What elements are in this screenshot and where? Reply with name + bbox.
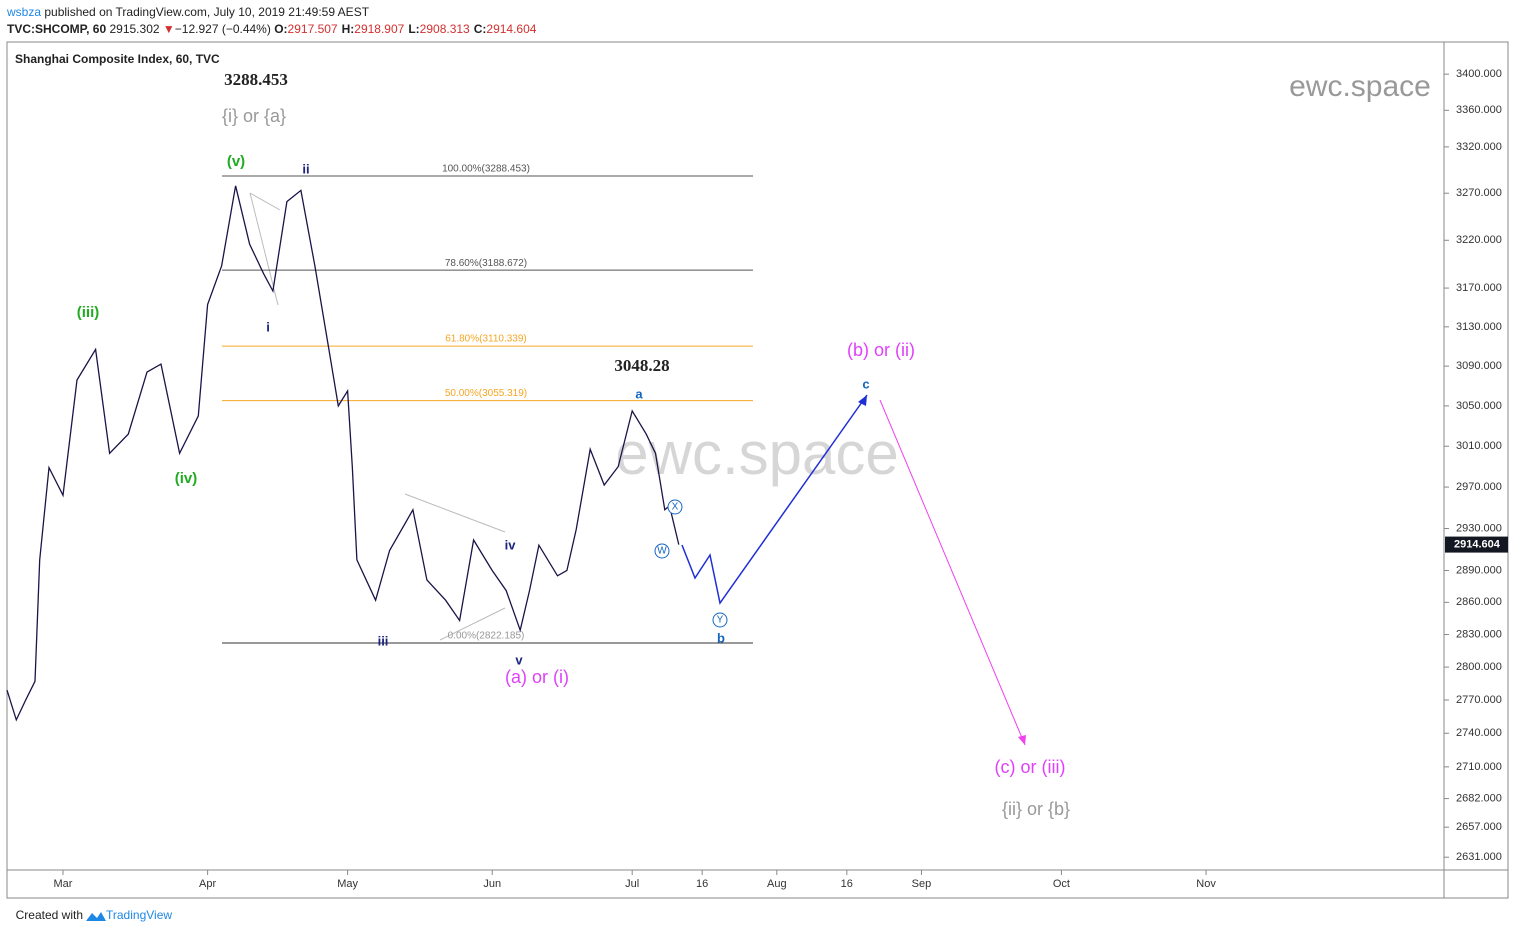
y-tick-label: 3170.000 [1456, 282, 1502, 294]
y-tick-label: 2770.000 [1456, 694, 1502, 706]
annotation: X [672, 502, 679, 513]
annotation: (iv) [175, 470, 198, 487]
y-tick-label: 3090.000 [1456, 360, 1502, 372]
y-tick-label: 3010.000 [1456, 440, 1502, 452]
ohlc-value: 2917.507 [287, 22, 338, 36]
annotation-circle [654, 543, 670, 559]
y-tick-label: 2860.000 [1456, 596, 1502, 608]
x-tick-label: Jun [483, 878, 501, 890]
annotation: 3288.453 [224, 70, 288, 89]
fib-label: 61.80%(3110.339) [445, 334, 527, 345]
footer-brand[interactable]: TradingView [106, 908, 172, 922]
fib-label: 50.00%(3055.319) [445, 388, 527, 399]
y-tick-label: 3360.000 [1456, 104, 1502, 116]
projection-blue [681, 394, 868, 605]
y-tick-label: 3050.000 [1456, 400, 1502, 412]
annotation: (c) or (iii) [995, 757, 1066, 777]
price-line [6, 185, 680, 722]
annotation: {i} or {a} [222, 106, 286, 126]
fib-label: 100.00%(3288.453) [442, 164, 530, 175]
y-tick-label: 3320.000 [1456, 141, 1502, 153]
annotation: iii [378, 633, 389, 648]
x-tick-label: Aug [767, 878, 787, 890]
y-tick-label: 2631.000 [1456, 851, 1502, 863]
watermark: ewc.space [615, 420, 898, 487]
annotation: i [266, 319, 270, 334]
y-tick-label: 3130.000 [1456, 321, 1502, 333]
annotation: 3048.28 [614, 356, 669, 375]
arrow: ▼ [162, 22, 175, 36]
ohlc-value: 2918.907 [354, 22, 405, 36]
annotation-circle [712, 612, 728, 628]
published: published on TradingView.com, July 10, 2… [44, 5, 370, 19]
y-tick-label: 2657.000 [1456, 821, 1502, 833]
author[interactable]: wsbza [7, 5, 42, 19]
y-tick-label: 2930.000 [1456, 522, 1502, 534]
annotation: (a) or (i) [505, 667, 569, 687]
y-tick-label: 3400.000 [1456, 68, 1502, 80]
footer-text: Created with [16, 908, 83, 922]
fib-label: 0.00%(2822.185) [448, 631, 525, 642]
symbol: TVC:SHCOMP, 60 [7, 22, 107, 36]
annotation: v [515, 652, 523, 667]
y-tick-label: 2970.000 [1456, 481, 1502, 493]
fib-label: 78.60%(3188.672) [445, 258, 527, 269]
y-tick-label: 2830.000 [1456, 628, 1502, 640]
x-tick-label: Jul [625, 878, 639, 890]
quote-line: TVC:SHCOMP, 60 2915.302 ▼−12.927 (−0.44%… [7, 22, 540, 36]
annotation: (v) [227, 153, 245, 170]
y-tick-label: 2890.000 [1456, 564, 1502, 576]
y-tick-label: 2740.000 [1456, 727, 1502, 739]
x-tick-label: Nov [1196, 878, 1216, 890]
last-price-box [1445, 536, 1508, 553]
frame [6, 41, 1509, 899]
projection-pink [879, 399, 1026, 746]
annotation: {ii} or {b} [1002, 799, 1070, 819]
arrow-head [858, 395, 867, 406]
annotation: c [862, 376, 869, 391]
ohlc-value: 2914.604 [486, 22, 537, 36]
x-tick-label: Oct [1053, 878, 1070, 890]
y-tick-label: 2710.000 [1456, 761, 1502, 773]
annotation: ii [302, 161, 309, 176]
watermark: ewc.space [1289, 70, 1431, 103]
x-tick-label: May [337, 878, 358, 890]
publish-line: wsbza published on TradingView.com, July… [7, 5, 369, 19]
ohlc-label: H: [341, 22, 355, 36]
change: −12.927 (−0.44%) [174, 22, 271, 36]
last-price-label: 2914.604 [1454, 538, 1501, 550]
y-tick-label: 2682.000 [1456, 792, 1502, 804]
annotation: b [717, 630, 725, 645]
y-tick-label: 3270.000 [1456, 187, 1502, 199]
arrow-head [1018, 735, 1026, 745]
annotation: iv [505, 537, 517, 552]
x-tick-label: 16 [696, 878, 708, 890]
brand-logo [86, 912, 106, 921]
x-tick-label: Mar [54, 878, 73, 890]
ohlc: O:2917.507 H:2918.907 L:2908.313 C:2914.604 [274, 22, 540, 36]
x-tick-label: Sep [912, 878, 932, 890]
chart-title: Shanghai Composite Index, 60, TVC [15, 52, 220, 66]
annotation: a [635, 386, 643, 401]
ohlc-label: O: [274, 22, 288, 36]
ohlc-label: L: [408, 22, 420, 36]
x-tick-label: Apr [199, 878, 216, 890]
annotation: (b) or (ii) [847, 340, 915, 360]
last: 2915.302 [109, 22, 160, 36]
annotation: W [657, 546, 667, 557]
y-tick-label: 2800.000 [1456, 661, 1502, 673]
annotation-circle [667, 499, 683, 515]
ohlc-label: C: [473, 22, 487, 36]
x-tick-label: 16 [841, 878, 853, 890]
annotation: Y [717, 615, 724, 626]
y-tick-label: 3220.000 [1456, 234, 1502, 246]
annotation: (iii) [77, 304, 100, 321]
ohlc-value: 2908.313 [419, 22, 470, 36]
